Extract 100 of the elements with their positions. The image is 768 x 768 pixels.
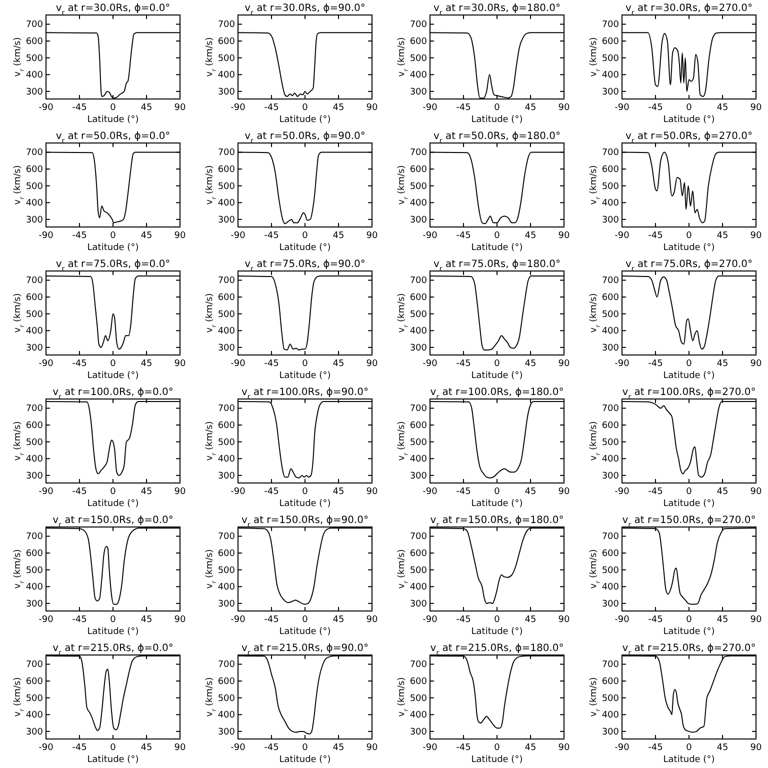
x-tick-label: 0 [110, 487, 116, 497]
x-axis-title: Latitude (°) [471, 243, 523, 253]
x-axis-title: Latitude (°) [87, 755, 139, 765]
y-tick-label: 500 [26, 310, 44, 320]
x-tick-label: 45 [332, 231, 344, 241]
x-tick-label: 0 [686, 615, 692, 625]
x-tick-label: -45 [648, 487, 663, 497]
y-tick-label: 600 [26, 549, 44, 560]
y-tick-label: 700 [410, 20, 428, 30]
y-tick-label: 600 [218, 165, 236, 176]
y-tick-label: 300 [26, 599, 44, 610]
x-tick-label: -90 [422, 615, 438, 625]
x-tick-label: -90 [38, 103, 54, 113]
x-axis-title: Latitude (°) [279, 371, 331, 381]
x-axis-title: Latitude (°) [471, 627, 523, 637]
x-axis-title: Latitude (°) [663, 755, 715, 765]
x-tick-label: 0 [686, 487, 692, 497]
y-tick-label: 700 [410, 660, 428, 670]
x-tick-label: 0 [110, 743, 116, 753]
x-tick-label: 0 [110, 359, 116, 369]
y-tick-label: 400 [410, 454, 428, 465]
y-tick-label: 600 [218, 421, 236, 432]
y-tick-label: 500 [410, 566, 428, 576]
y-tick-label: 600 [602, 677, 620, 688]
y-tick-label: 400 [410, 582, 428, 593]
y-tick-label: 700 [602, 404, 620, 414]
x-tick-label: 45 [332, 743, 344, 753]
x-axis-title: Latitude (°) [663, 499, 715, 509]
x-tick-label: 45 [524, 103, 536, 113]
x-axis-title: Latitude (°) [471, 115, 523, 125]
x-tick-label: -45 [648, 743, 663, 753]
y-tick-label: 600 [26, 37, 44, 48]
x-tick-label: -45 [264, 103, 279, 113]
y-tick-label: 700 [602, 148, 620, 158]
y-tick-label: 600 [410, 165, 428, 176]
x-tick-label: 90 [558, 359, 570, 369]
x-axis-title: Latitude (°) [279, 755, 331, 765]
y-tick-label: 400 [26, 198, 44, 209]
x-tick-label: 45 [140, 743, 152, 753]
x-tick-label: -45 [264, 231, 279, 241]
x-tick-label: -90 [614, 615, 630, 625]
x-axis-title: Latitude (°) [663, 115, 715, 125]
x-tick-label: -90 [422, 487, 438, 497]
x-tick-label: 0 [110, 103, 116, 113]
y-tick-label: 500 [410, 694, 428, 704]
x-tick-label: 45 [524, 231, 536, 241]
y-tick-label: 500 [602, 182, 620, 192]
y-tick-label: 500 [26, 694, 44, 704]
y-tick-label: 600 [410, 421, 428, 432]
y-tick-label: 600 [218, 549, 236, 560]
x-tick-label: 0 [494, 231, 500, 241]
x-tick-label: 45 [716, 743, 728, 753]
x-axis-title: Latitude (°) [279, 243, 331, 253]
x-tick-label: -90 [230, 359, 246, 369]
x-tick-label: 0 [494, 359, 500, 369]
y-tick-label: 700 [26, 404, 44, 414]
x-tick-label: 90 [750, 487, 762, 497]
x-axis-title: Latitude (°) [663, 371, 715, 381]
x-tick-label: -90 [422, 103, 438, 113]
x-tick-label: 0 [494, 743, 500, 753]
y-tick-label: 400 [26, 454, 44, 465]
x-tick-label: 90 [750, 231, 762, 241]
y-tick-label: 300 [410, 343, 428, 354]
x-tick-label: 90 [366, 615, 378, 625]
y-tick-label: 600 [218, 37, 236, 48]
x-tick-label: -45 [72, 743, 87, 753]
x-axis-title: Latitude (°) [471, 755, 523, 765]
x-axis-title: Latitude (°) [471, 371, 523, 381]
x-tick-label: 45 [332, 359, 344, 369]
y-tick-label: 600 [602, 549, 620, 560]
y-tick-label: 400 [410, 70, 428, 81]
x-tick-label: -45 [264, 615, 279, 625]
x-tick-label: -45 [456, 743, 471, 753]
y-tick-label: 700 [26, 20, 44, 30]
y-tick-label: 700 [602, 276, 620, 286]
x-tick-label: 90 [558, 615, 570, 625]
x-tick-label: 45 [332, 487, 344, 497]
y-tick-label: 400 [602, 326, 620, 337]
y-tick-label: 700 [26, 532, 44, 542]
y-tick-label: 300 [218, 471, 236, 482]
x-tick-label: -45 [648, 359, 663, 369]
x-tick-label: -45 [456, 615, 471, 625]
y-tick-label: 500 [602, 438, 620, 448]
x-tick-label: 90 [366, 743, 378, 753]
y-tick-label: 300 [410, 215, 428, 226]
x-tick-label: -90 [614, 743, 630, 753]
x-axis-title: Latitude (°) [279, 499, 331, 509]
x-tick-label: 0 [494, 103, 500, 113]
y-tick-label: 600 [410, 37, 428, 48]
x-tick-label: 90 [366, 359, 378, 369]
y-tick-label: 300 [602, 343, 620, 354]
x-tick-label: 90 [174, 743, 186, 753]
y-tick-label: 300 [410, 87, 428, 98]
x-tick-label: 45 [716, 359, 728, 369]
x-tick-label: 90 [366, 487, 378, 497]
y-tick-label: 700 [218, 148, 236, 158]
x-tick-label: -45 [72, 359, 87, 369]
y-tick-label: 500 [218, 566, 236, 576]
y-tick-label: 300 [26, 87, 44, 98]
y-tick-label: 700 [218, 20, 236, 30]
